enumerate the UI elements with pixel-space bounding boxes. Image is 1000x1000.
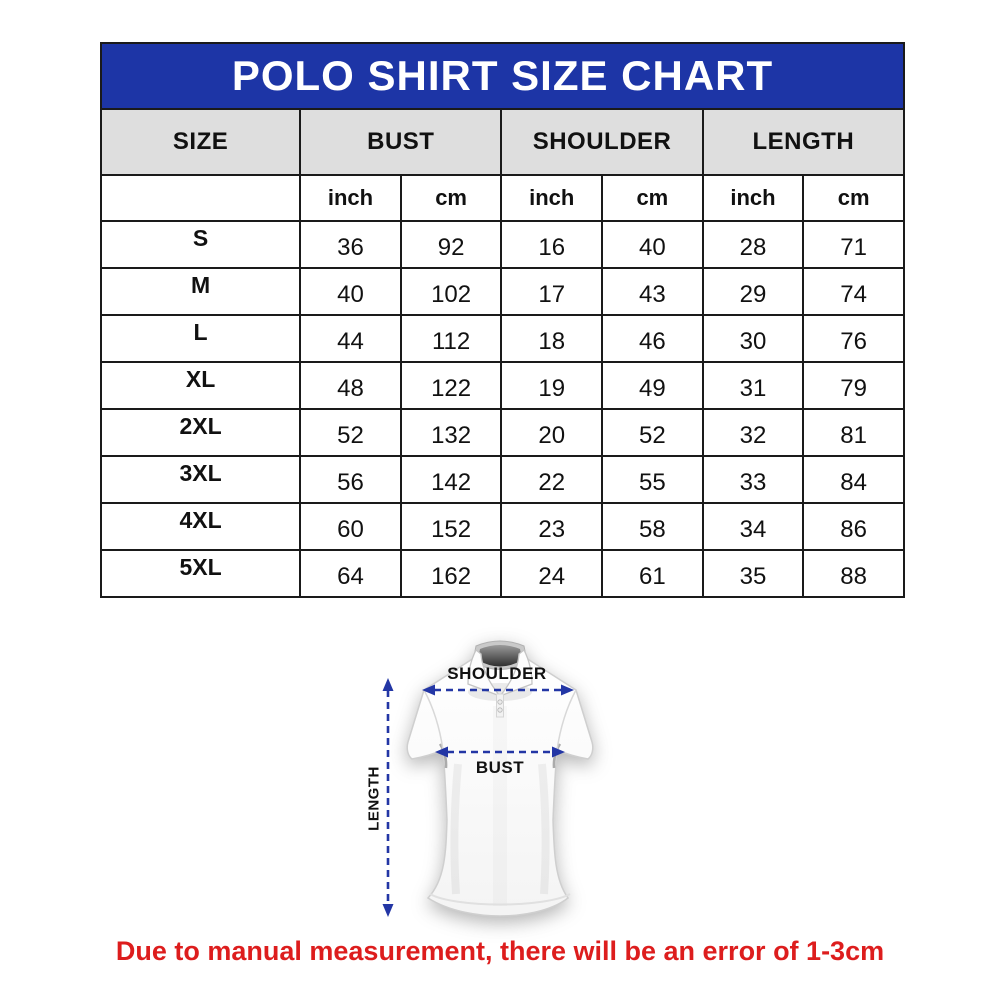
size-chart: POLO SHIRT SIZE CHART SIZE BUST SHOULDER… xyxy=(99,42,906,598)
value-cell: 33 xyxy=(701,455,805,504)
value-cell: 34 xyxy=(701,502,805,551)
value-cell: 23 xyxy=(500,502,604,551)
value-cell: 24 xyxy=(500,549,604,598)
value-cell: 31 xyxy=(701,361,805,410)
unit-empty-cell xyxy=(99,174,302,222)
size-label: S xyxy=(99,220,302,269)
table-header-row: SIZE BUST SHOULDER LENGTH xyxy=(99,108,906,176)
value-cell: 74 xyxy=(802,267,905,316)
length-arrow xyxy=(382,678,394,917)
unit-cell: cm xyxy=(601,174,704,222)
table-row-3xl: 3XL 56 142 22 55 33 84 xyxy=(99,455,905,504)
value-cell: 28 xyxy=(701,220,805,269)
col-header-bust: BUST xyxy=(299,108,503,176)
table-unit-row: inch cm inch cm inch cm xyxy=(99,174,905,222)
value-cell: 64 xyxy=(299,549,402,598)
value-cell: 61 xyxy=(601,549,704,598)
length-measure-label: LENGTH xyxy=(365,766,383,831)
size-label: 4XL xyxy=(99,502,302,551)
value-cell: 88 xyxy=(802,549,905,598)
shoulder-measure-label: SHOULDER xyxy=(447,664,547,683)
table-row-4xl: 4XL 60 152 23 58 34 86 xyxy=(99,502,905,551)
bust-measure-label: BUST xyxy=(475,758,525,777)
table-row-m: M 40 102 17 43 29 74 xyxy=(99,267,905,316)
size-table: SIZE BUST SHOULDER LENGTH inch cm inch c… xyxy=(99,108,906,598)
shoulder-arrow xyxy=(422,684,574,696)
value-cell: 71 xyxy=(802,220,905,269)
value-cell: 40 xyxy=(601,220,704,269)
size-label: XL xyxy=(99,361,302,410)
col-header-length: LENGTH xyxy=(701,108,906,176)
unit-cell: inch xyxy=(299,174,402,222)
value-cell: 84 xyxy=(802,455,905,504)
value-cell: 122 xyxy=(399,361,503,410)
value-cell: 43 xyxy=(601,267,704,316)
size-label: 3XL xyxy=(99,455,302,504)
size-label: M xyxy=(99,267,302,316)
value-cell: 142 xyxy=(399,455,503,504)
bust-arrow xyxy=(435,746,565,758)
value-cell: 86 xyxy=(802,502,905,551)
polo-shirt-illustration xyxy=(406,640,594,917)
table-row-s: S 36 92 16 40 28 71 xyxy=(99,220,905,269)
value-cell: 79 xyxy=(802,361,905,410)
value-cell: 60 xyxy=(299,502,402,551)
value-cell: 30 xyxy=(701,314,805,363)
value-cell: 40 xyxy=(299,267,402,316)
value-cell: 35 xyxy=(701,549,805,598)
value-cell: 162 xyxy=(399,549,503,598)
value-cell: 32 xyxy=(701,408,805,457)
value-cell: 58 xyxy=(601,502,704,551)
value-cell: 16 xyxy=(500,220,604,269)
value-cell: 18 xyxy=(500,314,604,363)
table-row-l: L 44 112 18 46 30 76 xyxy=(99,314,905,363)
unit-cell: cm xyxy=(399,174,503,222)
unit-cell: inch xyxy=(500,174,604,222)
value-cell: 52 xyxy=(601,408,704,457)
value-cell: 49 xyxy=(601,361,704,410)
size-label: 5XL xyxy=(99,549,302,598)
value-cell: 36 xyxy=(299,220,402,269)
value-cell: 17 xyxy=(500,267,604,316)
value-cell: 52 xyxy=(299,408,402,457)
measurement-arrows xyxy=(382,678,574,917)
value-cell: 48 xyxy=(299,361,402,410)
value-cell: 81 xyxy=(802,408,905,457)
value-cell: 92 xyxy=(399,220,503,269)
value-cell: 112 xyxy=(399,314,503,363)
value-cell: 76 xyxy=(802,314,905,363)
unit-cell: inch xyxy=(701,174,805,222)
value-cell: 44 xyxy=(299,314,402,363)
col-header-size: SIZE xyxy=(99,108,302,176)
value-cell: 132 xyxy=(399,408,503,457)
value-cell: 29 xyxy=(701,267,805,316)
measurement-error-note: Due to manual measurement, there will be… xyxy=(115,936,885,966)
col-header-shoulder: SHOULDER xyxy=(500,108,704,176)
table-row-xl: XL 48 122 19 49 31 79 xyxy=(99,361,905,410)
unit-cell: cm xyxy=(802,174,905,222)
value-cell: 46 xyxy=(601,314,704,363)
value-cell: 22 xyxy=(500,455,604,504)
measurement-diagram xyxy=(350,636,650,936)
value-cell: 56 xyxy=(299,455,402,504)
page-title: POLO SHIRT SIZE CHART xyxy=(100,42,905,110)
size-label: L xyxy=(99,314,302,363)
value-cell: 55 xyxy=(601,455,704,504)
value-cell: 19 xyxy=(500,361,604,410)
value-cell: 102 xyxy=(399,267,503,316)
value-cell: 20 xyxy=(500,408,604,457)
table-row-2xl: 2XL 52 132 20 52 32 81 xyxy=(99,408,905,457)
size-label: 2XL xyxy=(99,408,302,457)
table-row-5xl: 5XL 64 162 24 61 35 88 xyxy=(99,549,905,598)
value-cell: 152 xyxy=(399,502,503,551)
